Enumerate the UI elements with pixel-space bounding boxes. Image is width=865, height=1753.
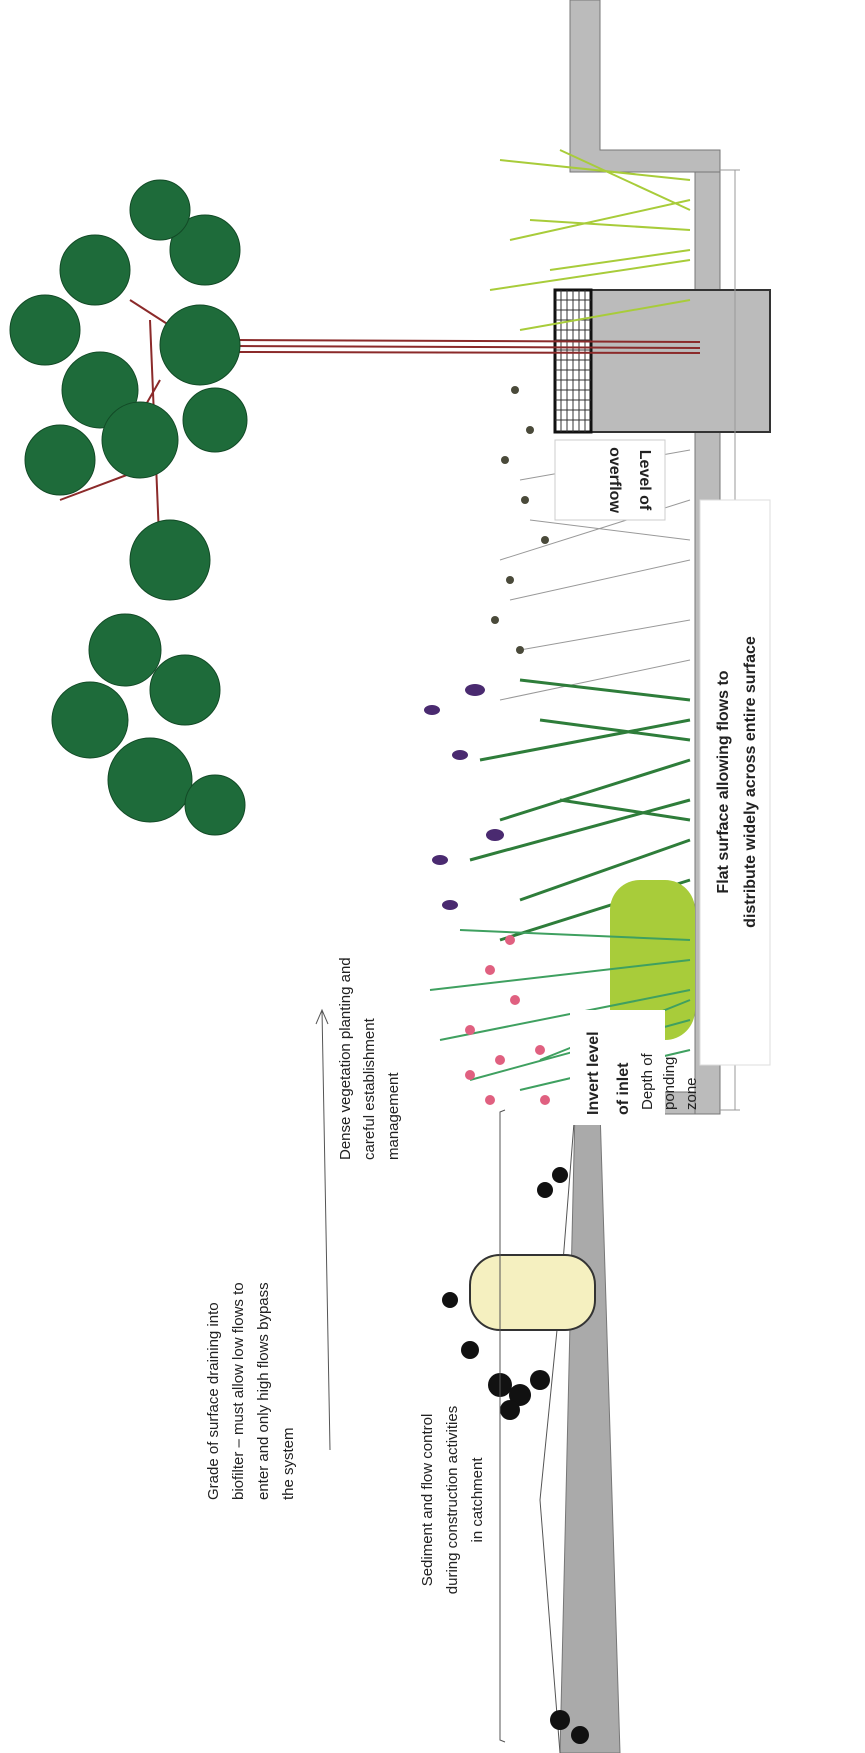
label-line: management xyxy=(385,1072,402,1160)
grade-arrow xyxy=(316,1010,330,1450)
label-line: during construction activities xyxy=(444,1406,461,1594)
label-line: distribute widely across entire surface xyxy=(742,636,759,928)
flowers-purple xyxy=(424,684,504,910)
sediment-sock xyxy=(470,1255,595,1330)
seed-heads xyxy=(491,386,549,654)
label-line: overflow xyxy=(606,447,623,513)
label-line: Grade of surface draining into xyxy=(205,1302,222,1500)
vegetation-label: Dense vegetation planting and careful es… xyxy=(337,957,402,1160)
label-line: Depth of xyxy=(639,1052,656,1110)
label-line: careful establishment xyxy=(361,1017,378,1160)
label-line: enter and only high flows bypass xyxy=(255,1282,272,1500)
label-line: biofilter – must allow low flows to xyxy=(230,1282,247,1500)
label-line: the system xyxy=(280,1427,297,1500)
grade-label: Grade of surface draining into biofilter… xyxy=(205,1282,297,1500)
outlet-wall xyxy=(570,0,720,172)
label-line: of inlet xyxy=(615,1062,632,1115)
depth-label: Depth of ponding zone xyxy=(639,1052,700,1110)
label-line: ponding xyxy=(661,1057,678,1110)
label-line: in catchment xyxy=(469,1457,486,1543)
label-line: Flat surface allowing flows to xyxy=(715,670,732,893)
label-line: Invert level xyxy=(585,1031,602,1115)
sediment-label: Sediment and flow control during constru… xyxy=(419,1406,486,1594)
label-line: zone xyxy=(683,1077,700,1110)
sediment-bracket xyxy=(500,1110,505,1742)
label-line: Sediment and flow control xyxy=(419,1414,436,1587)
flat-surface-box xyxy=(700,500,770,1065)
tree-canopy xyxy=(10,180,247,835)
label-line: Level of xyxy=(636,450,653,511)
diagram: Grade of surface draining into biofilter… xyxy=(0,0,865,1753)
label-line: Dense vegetation planting and xyxy=(337,957,354,1160)
ground-slope xyxy=(560,1110,620,1753)
